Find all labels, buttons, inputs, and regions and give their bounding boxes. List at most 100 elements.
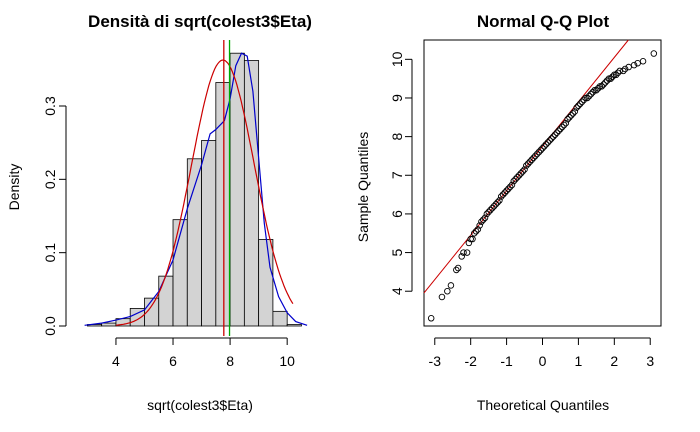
qq-point — [578, 98, 586, 106]
hist-bar — [258, 239, 274, 327]
qq-point — [612, 71, 620, 79]
qq-point — [621, 65, 629, 73]
hist-x-axis: 4 6 8 10 — [112, 337, 295, 369]
qq-point — [488, 204, 496, 212]
qq-y-tick-label: 7 — [389, 171, 405, 179]
qq-point — [515, 172, 523, 179]
qq-point — [585, 92, 593, 100]
qq-point — [474, 226, 482, 233]
hist-ylabel: Density — [6, 164, 22, 211]
qq-point — [555, 127, 562, 135]
qq-point — [444, 287, 451, 295]
qq-point — [573, 104, 580, 111]
qq-point — [575, 102, 582, 109]
qq-point — [463, 249, 471, 256]
qq-point — [564, 115, 571, 123]
hist-bar — [186, 158, 202, 327]
qq-point — [521, 166, 528, 173]
hist-x-tick-label: 8 — [226, 353, 234, 369]
qq-y-tick-label: 10 — [389, 51, 405, 67]
qq-y-tick-label: 8 — [389, 133, 405, 141]
hist-bar — [201, 140, 217, 327]
qq-point — [480, 216, 487, 223]
hist-panel: Densità di sqrt(colest3$Eta) sqrt(colest… — [6, 12, 312, 413]
qq-point — [542, 141, 550, 148]
qq-x-axis: -3 -2 -1 0 1 2 3 — [429, 337, 654, 369]
kernel-density-curve — [84, 52, 308, 326]
qq-x-tick-label: -1 — [500, 353, 513, 369]
qq-point — [519, 168, 527, 175]
qq-y-tick-label: 6 — [389, 210, 405, 218]
qq-y-tick-label: 5 — [389, 248, 405, 256]
qq-point — [460, 249, 467, 256]
qq-point — [587, 90, 595, 98]
hist-lines — [84, 40, 308, 336]
qq-x-tick-label: 0 — [539, 353, 547, 369]
hist-bars — [87, 52, 302, 327]
qq-point — [501, 189, 509, 196]
qq-point — [598, 83, 606, 90]
qq-ylabel: Sample Quantiles — [355, 132, 371, 243]
qq-point — [471, 229, 478, 237]
hist-bar — [158, 275, 174, 327]
hist-y-tick-label: 0.3 — [42, 96, 58, 116]
qq-point — [483, 210, 491, 218]
qq-point — [576, 100, 584, 108]
hist-x-tick-label: 4 — [112, 353, 120, 369]
qq-point — [539, 144, 546, 152]
qq-point — [609, 73, 616, 80]
qq-plot-box — [423, 39, 662, 327]
hist-y-axis: 0.0 0.1 0.2 0.3 — [42, 96, 67, 336]
qq-point — [454, 264, 462, 272]
qq-point — [562, 119, 570, 127]
qq-point — [485, 208, 492, 216]
qq-point — [481, 214, 489, 222]
qq-point — [533, 150, 541, 158]
qq-x-tick-label: 1 — [575, 353, 583, 369]
qq-point — [603, 77, 611, 84]
hist-title: Densità di sqrt(colest3$Eta) — [88, 12, 312, 31]
qq-point — [593, 86, 600, 94]
qq-point — [447, 282, 455, 289]
qq-point — [602, 79, 609, 86]
qq-title: Normal Q-Q Plot — [477, 12, 610, 31]
qq-point — [560, 121, 568, 129]
qq-point — [630, 61, 638, 69]
qq-point — [469, 235, 476, 243]
qq-point — [620, 67, 627, 75]
hist-x-tick-label: 6 — [169, 353, 177, 369]
qq-point — [571, 108, 579, 115]
qq-point — [537, 146, 544, 154]
qq-x-tick-label: 3 — [646, 353, 654, 369]
qq-points — [427, 50, 658, 322]
qq-point — [589, 88, 597, 96]
qq-point — [505, 185, 512, 193]
qq-point — [506, 183, 514, 191]
qq-point — [551, 131, 559, 138]
qq-point — [497, 193, 505, 200]
qq-point — [528, 156, 535, 164]
qq-y-axis: 4 5 6 7 8 9 10 — [389, 51, 413, 295]
qq-point — [523, 162, 530, 169]
hist-xlabel: sqrt(colest3$Eta) — [147, 397, 253, 413]
qq-point — [490, 202, 498, 210]
hist-bar — [243, 60, 260, 327]
qq-y-tick-label: 9 — [389, 94, 405, 102]
hist-y-tick-label: 0.2 — [42, 169, 58, 189]
qq-reference-line — [423, 39, 629, 294]
qq-point — [582, 94, 589, 102]
qq-y-tick-label: 4 — [389, 287, 405, 295]
qq-point — [532, 152, 539, 160]
qq-point — [458, 253, 465, 260]
qq-point — [541, 143, 548, 150]
qq-point — [465, 239, 473, 247]
qq-point — [650, 50, 658, 57]
qq-point — [559, 123, 566, 131]
qq-point — [607, 75, 614, 82]
qq-point — [478, 218, 485, 225]
qq-point — [594, 85, 602, 92]
qq-point — [544, 139, 552, 146]
qq-point — [535, 148, 543, 156]
qq-point — [639, 58, 647, 65]
